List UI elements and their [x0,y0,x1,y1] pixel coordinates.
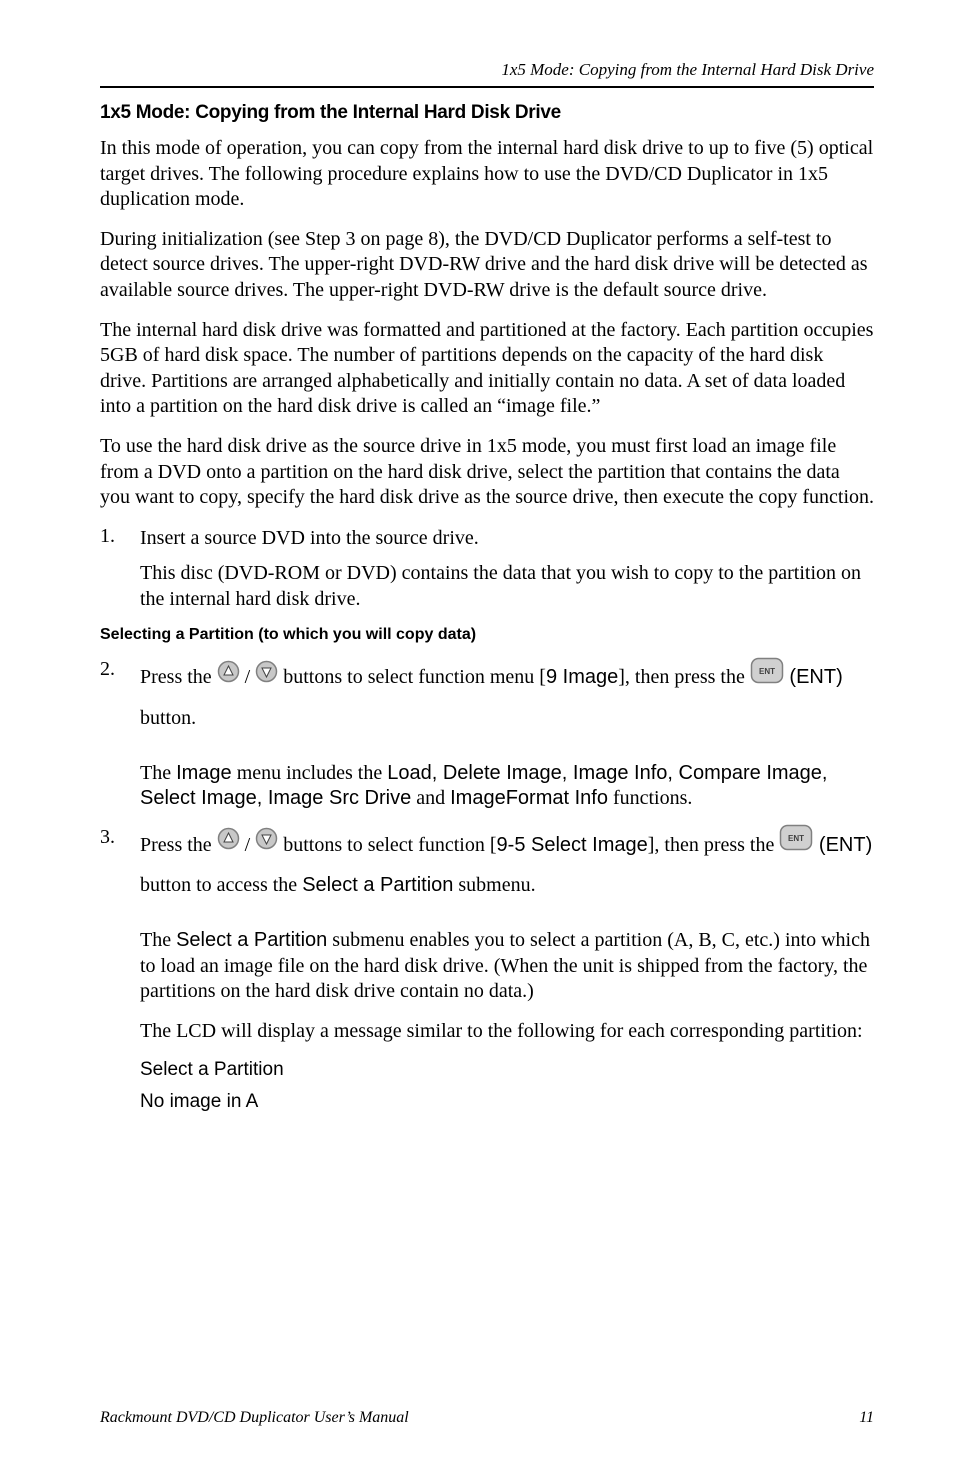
s3-sub1-a: The [140,929,176,951]
intro-p4: To use the hard disk drive as the source… [100,434,874,511]
intro-p1: In this mode of operation, you can copy … [100,136,874,213]
lcd-line-1: Select a Partition [140,1059,874,1081]
step-2-number: 2. [100,658,140,750]
step-3-text-c: ], then press the [648,834,780,856]
step-3-text-d: button to access the [140,874,302,896]
up-arrow-icon [217,825,240,863]
step-3: 3. Press the / buttons to select functio… [100,826,874,918]
svg-text:ENT: ENT [788,834,804,843]
step-3-sub1: The Select a Partition submenu enables y… [140,928,874,1005]
step-2-ent-label: (ENT) [784,666,843,688]
step-2-body: Press the / buttons to select function m… [140,658,874,750]
s2-sub-c: and [411,787,450,809]
step-2: 2. Press the / buttons to select functio… [100,658,874,750]
s2-sub-image: Image [176,762,232,784]
step-3-menu: 9-5 Select Image [497,834,648,856]
step-3-text-e: submenu. [453,874,535,896]
section-title: 1x5 Mode: Copying from the Internal Hard… [100,102,874,124]
running-header: 1x5 Mode: Copying from the Internal Hard… [100,60,874,80]
svg-text:ENT: ENT [759,667,775,676]
step-3-slash: / [240,834,256,856]
intro-p3: The internal hard disk drive was formatt… [100,318,874,420]
step-1: 1. Insert a source DVD into the source d… [100,525,874,551]
step-3-submenu-name: Select a Partition [302,874,453,896]
step-2-text-a: Press the [140,666,217,688]
step-1-number: 1. [100,525,140,551]
step-2-text-c: ], then press the [618,666,750,688]
step-3-sub2: The LCD will display a message similar t… [140,1019,874,1045]
ent-button-icon: ENT [750,657,784,697]
step-2-sub: The Image menu includes the Load, Delete… [140,761,874,812]
step-3-number: 3. [100,826,140,918]
s2-sub-last: ImageFormat Info [450,787,608,809]
ent-button-icon: ENT [779,824,813,864]
step-3-body: Press the / buttons to select function [… [140,826,874,918]
lcd-line-2: No image in A [140,1091,874,1113]
subsection-title: Selecting a Partition (to which you will… [100,626,874,644]
step-3-ent-label: (ENT) [813,834,872,856]
s2-sub-d: functions. [608,787,692,809]
step-2-text-d: button. [140,707,196,729]
step-3-text-b: buttons to select function [ [278,834,496,856]
step-2-slash: / [240,666,256,688]
page-footer: Rackmount DVD/CD Duplicator User’s Manua… [100,1409,874,1427]
s3-sub1-name: Select a Partition [176,929,327,951]
up-arrow-icon [217,658,240,696]
step-1-text: Insert a source DVD into the source driv… [140,525,874,551]
down-arrow-icon [255,825,278,863]
header-rule [100,86,874,88]
down-arrow-icon [255,658,278,696]
s2-sub-a: The [140,762,176,784]
step-3-text-a: Press the [140,834,217,856]
step-2-text-b: buttons to select function menu [ [278,666,546,688]
footer-title: Rackmount DVD/CD Duplicator User’s Manua… [100,1409,409,1427]
intro-p2: During initialization (see Step 3 on pag… [100,227,874,304]
footer-page-number: 11 [859,1409,874,1427]
s2-sub-b: menu includes the [232,762,388,784]
step-1-sub: This disc (DVD-ROM or DVD) contains the … [140,561,874,612]
step-2-menu: 9 Image [546,666,618,688]
